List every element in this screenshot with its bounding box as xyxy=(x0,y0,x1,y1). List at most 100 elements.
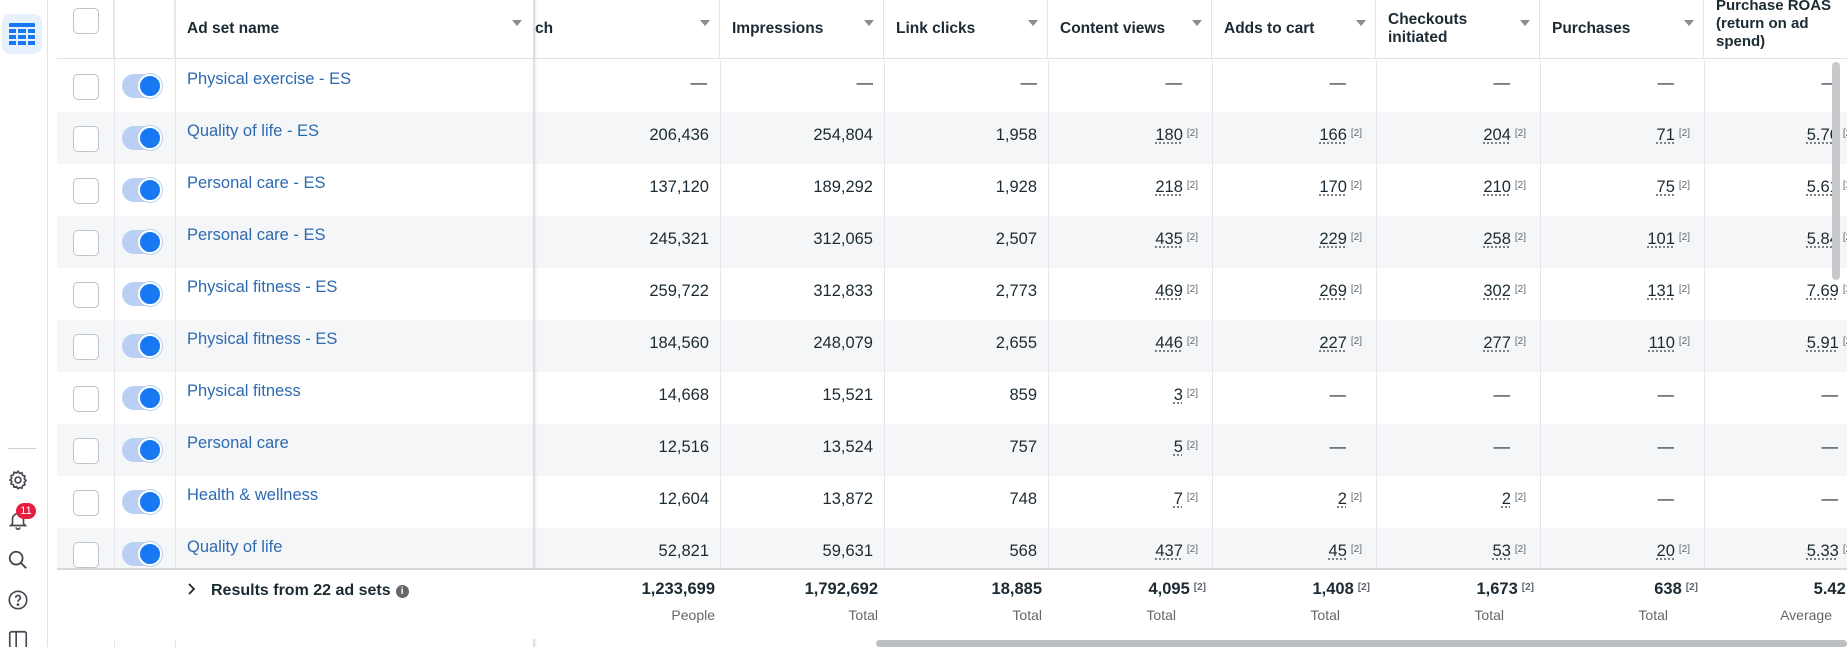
ad-set-toggle[interactable] xyxy=(122,74,162,98)
ref-marker[interactable]: [2] xyxy=(1350,336,1362,347)
ad-set-toggle[interactable] xyxy=(122,282,162,306)
ref-marker[interactable]: [2] xyxy=(1186,388,1198,399)
ref-marker[interactable]: [2] xyxy=(1186,284,1198,295)
row-checkbox[interactable] xyxy=(73,126,99,152)
ref-marker[interactable]: [2] xyxy=(1678,336,1690,347)
row-checkbox[interactable] xyxy=(73,74,99,100)
ref-marker[interactable]: [2] xyxy=(1678,544,1690,555)
ref-marker[interactable]: [2] xyxy=(1350,544,1362,555)
ref-marker[interactable]: [2] xyxy=(1186,232,1198,243)
ref-marker[interactable]: [2] xyxy=(1842,336,1847,347)
sort-arrow-icon[interactable] xyxy=(512,20,522,26)
sort-arrow-icon[interactable] xyxy=(1028,20,1038,26)
gear-icon[interactable] xyxy=(6,468,30,492)
ref-marker[interactable]: [2] xyxy=(1514,284,1526,295)
ref-marker[interactable]: [2] xyxy=(1521,582,1534,593)
column-header-reach[interactable]: ch xyxy=(533,0,720,58)
row-checkbox[interactable] xyxy=(73,334,99,360)
results-summary[interactable]: Results from 22 ad sets i xyxy=(187,582,409,600)
table-grid-icon[interactable] xyxy=(2,14,42,54)
row-checkbox[interactable] xyxy=(73,438,99,464)
table-row[interactable]: Health & wellness 12,604 13,872 748 7 [2] 2 [2]… xyxy=(57,476,1847,528)
ref-marker[interactable]: [2] xyxy=(1350,128,1362,139)
ad-set-toggle[interactable] xyxy=(122,178,162,202)
info-icon[interactable]: i xyxy=(395,584,409,598)
ref-marker[interactable]: [2] xyxy=(1842,544,1847,555)
row-checkbox[interactable] xyxy=(73,386,99,412)
ad-set-toggle[interactable] xyxy=(122,490,162,514)
column-header-name[interactable]: Ad set name xyxy=(175,0,535,58)
table-row[interactable]: Physical exercise - ES — — — — — — — — xyxy=(57,60,1847,112)
expand-chevron-icon[interactable] xyxy=(187,582,197,600)
ref-marker[interactable]: [2] xyxy=(1350,284,1362,295)
ref-marker[interactable]: [2] xyxy=(1193,582,1206,593)
row-checkbox[interactable] xyxy=(73,230,99,256)
ref-marker[interactable]: [2] xyxy=(1842,232,1847,243)
column-header-roas[interactable]: Purchase ROAS (return on ad spend) xyxy=(1704,0,1847,58)
ref-marker[interactable]: [2] xyxy=(1514,128,1526,139)
ref-marker[interactable]: [2] xyxy=(1514,180,1526,191)
table-row[interactable]: Personal care - ES 245,321 312,065 2,507 435… xyxy=(57,216,1847,268)
sort-arrow-icon[interactable] xyxy=(1192,20,1202,26)
ref-marker[interactable]: [2] xyxy=(1678,128,1690,139)
sort-arrow-icon[interactable] xyxy=(1684,20,1694,26)
column-header-adds-to-cart[interactable]: Adds to cart xyxy=(1212,0,1376,58)
sort-arrow-icon[interactable] xyxy=(1356,20,1366,26)
table-row[interactable]: Quality of life - ES 206,436 254,804 1,958 1… xyxy=(57,112,1847,164)
ad-set-toggle[interactable] xyxy=(122,438,162,462)
sort-arrow-icon[interactable] xyxy=(864,20,874,26)
select-all-checkbox[interactable] xyxy=(73,8,99,34)
ad-set-toggle[interactable] xyxy=(122,126,162,150)
ad-set-name-link[interactable]: Physical fitness xyxy=(187,382,301,400)
row-checkbox[interactable] xyxy=(73,282,99,308)
ad-set-toggle[interactable] xyxy=(122,542,162,566)
column-header-content-views[interactable]: Content views xyxy=(1048,0,1212,58)
ref-marker[interactable]: [2] xyxy=(1842,284,1847,295)
row-checkbox[interactable] xyxy=(73,178,99,204)
table-row[interactable]: Personal care 12,516 13,524 757 5 [2] — — — — xyxy=(57,424,1847,476)
ad-set-toggle[interactable] xyxy=(122,386,162,410)
panel-icon[interactable] xyxy=(6,628,30,647)
ref-marker[interactable]: [2] xyxy=(1678,180,1690,191)
ref-marker[interactable]: [2] xyxy=(1842,128,1847,139)
ref-marker[interactable]: [2] xyxy=(1514,492,1526,503)
table-row[interactable]: Physical fitness 14,668 15,521 859 3 [2] — — — — xyxy=(57,372,1847,424)
ref-marker[interactable]: [2] xyxy=(1685,582,1698,593)
help-icon[interactable] xyxy=(6,588,30,612)
ref-marker[interactable]: [2] xyxy=(1350,492,1362,503)
ad-set-name-link[interactable]: Personal care xyxy=(187,434,289,452)
table-row[interactable]: Physical fitness - ES 259,722 312,833 2,773… xyxy=(57,268,1847,320)
ad-set-name-link[interactable]: Physical fitness - ES xyxy=(187,278,338,296)
table-row[interactable]: Personal care - ES 137,120 189,292 1,928 218… xyxy=(57,164,1847,216)
column-header-checkouts[interactable]: Checkouts initiated xyxy=(1376,0,1540,58)
ad-set-toggle[interactable] xyxy=(122,334,162,358)
ad-set-name-link[interactable]: Physical exercise - ES xyxy=(187,70,352,88)
ref-marker[interactable]: [2] xyxy=(1186,492,1198,503)
ref-marker[interactable]: [2] xyxy=(1514,232,1526,243)
ref-marker[interactable]: [2] xyxy=(1514,336,1526,347)
column-header-impressions[interactable]: Impressions xyxy=(720,0,884,58)
search-icon[interactable] xyxy=(6,548,30,572)
ref-marker[interactable]: [2] xyxy=(1186,128,1198,139)
sort-arrow-icon[interactable] xyxy=(700,20,710,26)
row-checkbox[interactable] xyxy=(73,490,99,516)
sort-arrow-icon[interactable] xyxy=(1520,20,1530,26)
ref-marker[interactable]: [2] xyxy=(1350,180,1362,191)
ref-marker[interactable]: [2] xyxy=(1678,232,1690,243)
ref-marker[interactable]: [2] xyxy=(1357,582,1370,593)
ref-marker[interactable]: [2] xyxy=(1186,180,1198,191)
ad-set-name-link[interactable]: Personal care - ES xyxy=(187,226,326,244)
ref-marker[interactable]: [2] xyxy=(1186,440,1198,451)
ref-marker[interactable]: [2] xyxy=(1350,232,1362,243)
row-checkbox[interactable] xyxy=(73,542,99,568)
column-header-purchases[interactable]: Purchases xyxy=(1540,0,1704,58)
ref-marker[interactable]: [2] xyxy=(1842,180,1847,191)
ref-marker[interactable]: [2] xyxy=(1678,284,1690,295)
ad-set-name-link[interactable]: Quality of life xyxy=(187,538,283,556)
table-row[interactable]: Physical fitness - ES 184,560 248,079 2,655… xyxy=(57,320,1847,372)
ref-marker[interactable]: [2] xyxy=(1514,544,1526,555)
column-header-link-clicks[interactable]: Link clicks xyxy=(884,0,1048,58)
vertical-scrollbar[interactable] xyxy=(1832,62,1840,280)
ad-set-name-link[interactable]: Health & wellness xyxy=(187,486,319,504)
ad-set-name-link[interactable]: Quality of life - ES xyxy=(187,122,320,140)
